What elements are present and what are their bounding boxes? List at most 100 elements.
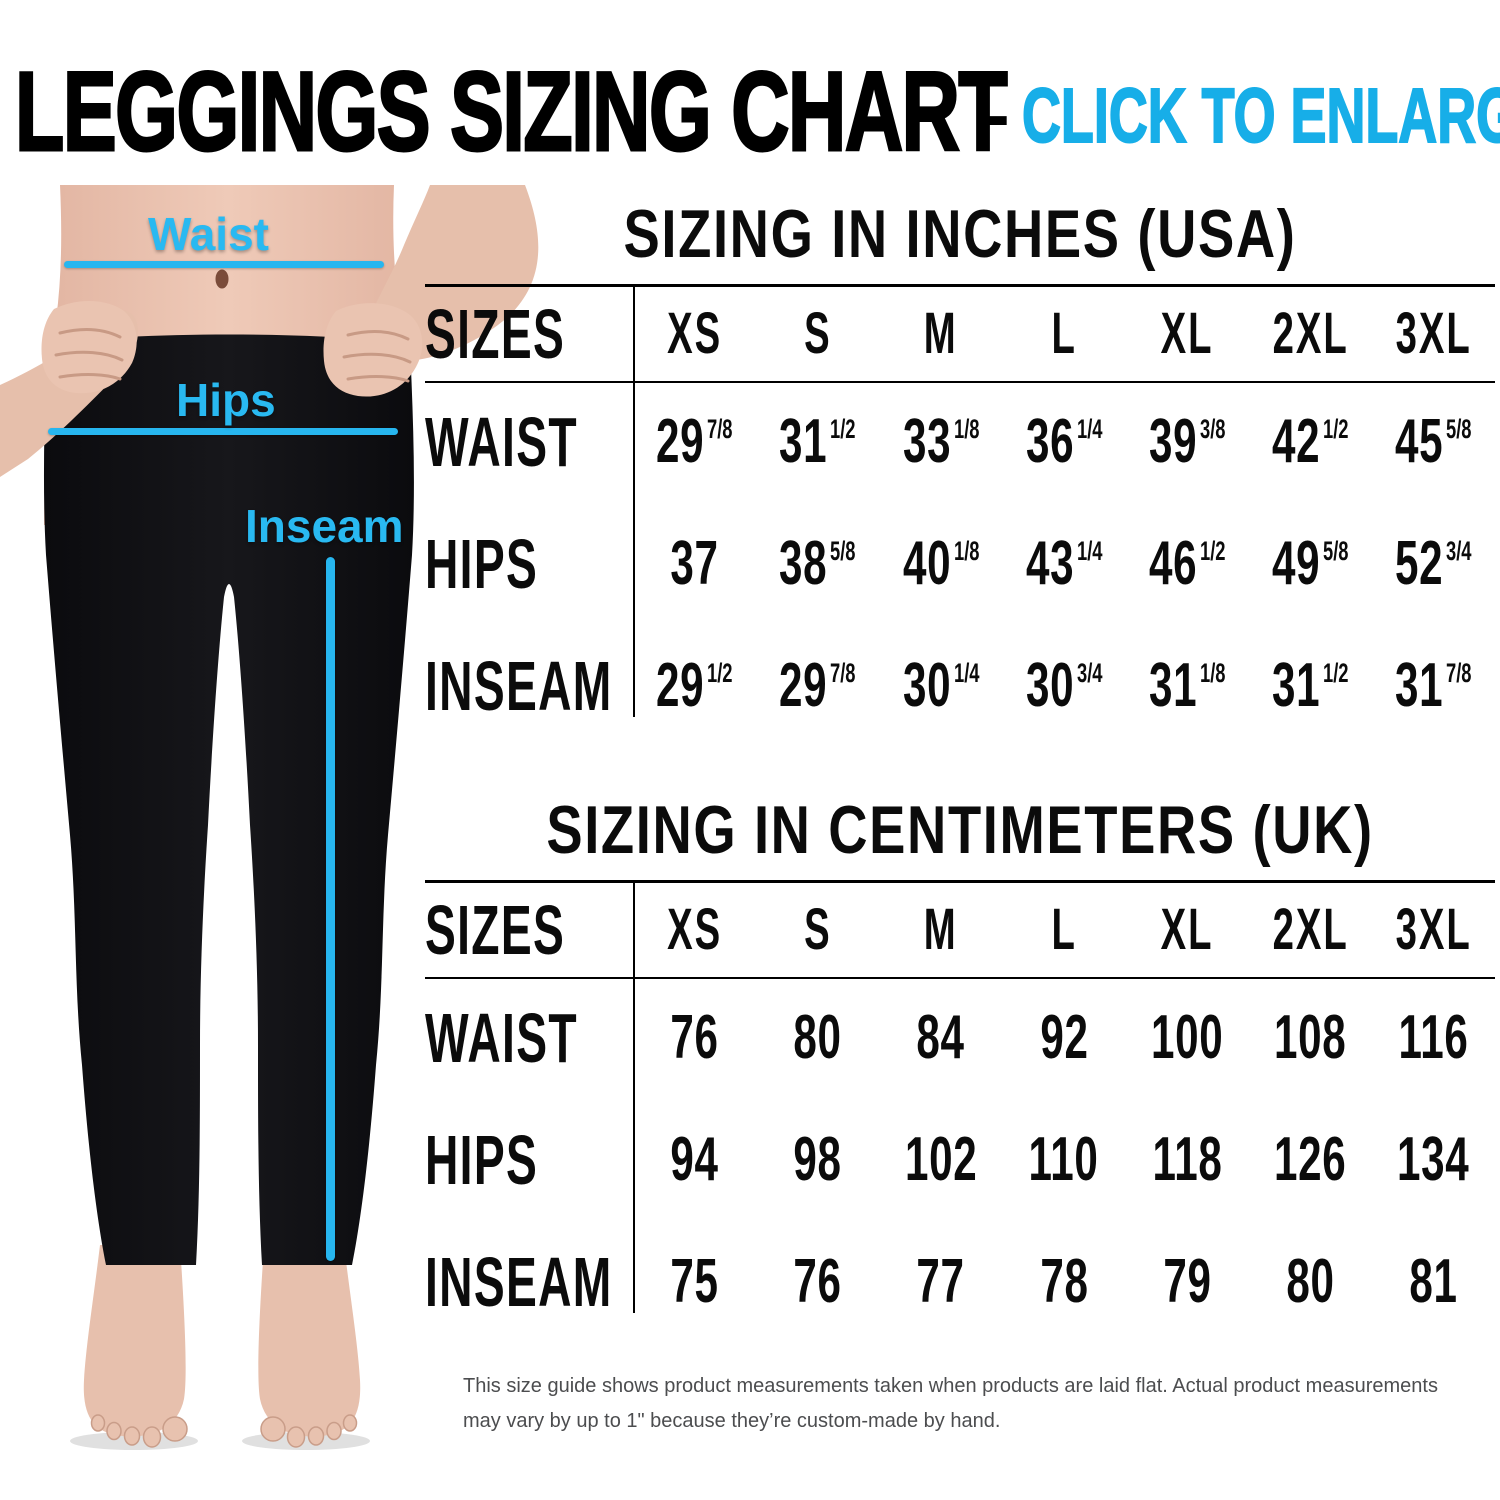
inches-top-rule [425, 283, 1495, 287]
column-header-s: S [756, 883, 879, 977]
column-header-s: S [756, 287, 879, 381]
cm-top-rule [425, 879, 1495, 883]
column-header-xs: XS [633, 287, 756, 381]
cell-text: 38 5/8 [779, 528, 856, 598]
hips-measure-line [48, 428, 398, 435]
size-value: 29 7/8 [756, 625, 879, 747]
column-header-m: M [879, 883, 1002, 977]
cm-table-divider [633, 882, 635, 1313]
cell-text: 36 1/4 [1025, 406, 1103, 476]
right-hand-fingers [342, 330, 412, 383]
cell-text: 31 7/8 [1395, 650, 1472, 720]
cell-text: 39 3/8 [1148, 406, 1226, 476]
size-value: 43 1/4 [1002, 503, 1125, 625]
cell-text: 79 [1162, 1246, 1212, 1316]
fraction: 7/8 [707, 413, 733, 444]
size-value: 77 [879, 1221, 1002, 1343]
column-header-l: L [1002, 287, 1125, 381]
fraction: 3/4 [1446, 535, 1472, 566]
column-header-xl: XL [1126, 287, 1249, 381]
cell-text: L [1051, 300, 1077, 366]
cell-text: XS [667, 300, 723, 366]
size-value: 118 [1126, 1099, 1249, 1221]
cell-text: 76 [670, 1002, 719, 1072]
cell-text: 3XL [1395, 300, 1472, 366]
column-header-3xl: 3XL [1372, 883, 1495, 977]
row-label-inseam: INSEAM [425, 1221, 633, 1343]
size-value: 98 [756, 1099, 879, 1221]
size-value: 94 [633, 1099, 756, 1221]
column-header-3xl: 3XL [1372, 287, 1495, 381]
cell-text: XL [1160, 300, 1214, 366]
cell-text: 134 [1397, 1124, 1470, 1194]
cell-text: 94 [670, 1124, 719, 1194]
cell-text: 75 [670, 1246, 719, 1316]
cell-text: 92 [1039, 1002, 1089, 1072]
cell-text: 78 [1039, 1246, 1089, 1316]
size-value: 81 [1372, 1221, 1495, 1343]
cell-text: 45 5/8 [1395, 406, 1472, 476]
cell-text: 30 3/4 [1025, 650, 1103, 720]
size-value: 75 [633, 1221, 756, 1343]
left-hand-fingers [54, 328, 124, 381]
size-value: 30 3/4 [1002, 625, 1125, 747]
size-value: 126 [1249, 1099, 1372, 1221]
cell-text: M [923, 896, 958, 962]
cell-text: M [923, 300, 958, 366]
size-value: 79 [1126, 1221, 1249, 1343]
cell-text: 126 [1274, 1124, 1347, 1194]
cell-text: 118 [1152, 1124, 1223, 1194]
size-value: 116 [1372, 977, 1495, 1099]
right-hand [323, 303, 423, 397]
cell-text: 80 [793, 1002, 842, 1072]
header: LEGGINGS SIZING CHART - CLICK TO ENLARGE [0, 0, 1500, 185]
size-value: 108 [1249, 977, 1372, 1099]
cell-text: 46 1/2 [1148, 528, 1226, 598]
cell-text: 77 [916, 1246, 965, 1316]
sizing-table-inches: SIZES XS S M L XL 2XL 3XL WAIST 29 7/8 31 1/2 33 1/8 36… [425, 286, 1495, 747]
click-to-enlarge-link[interactable]: CLICK TO ENLARGE [1021, 73, 1500, 159]
page-title: LEGGINGS SIZING CHART [14, 49, 1009, 174]
size-value: 52 3/4 [1372, 503, 1495, 625]
size-value: 31 1/2 [1249, 625, 1372, 747]
cell-text: 98 [793, 1124, 842, 1194]
cm-header-rule [425, 976, 1495, 979]
toes [90, 1414, 358, 1448]
inches-table-divider [633, 286, 635, 717]
size-value: 40 1/8 [879, 503, 1002, 625]
fraction: 1/2 [1322, 657, 1349, 688]
left-foot [83, 1245, 186, 1437]
inseam-measure-line [326, 557, 335, 1261]
inseam-label: Inseam [245, 500, 404, 552]
fraction: 7/8 [1446, 657, 1472, 688]
column-header-2xl: 2XL [1249, 883, 1372, 977]
fraction: 5/8 [1446, 413, 1472, 444]
size-value: 110 [1002, 1099, 1125, 1221]
size-value: 31 1/2 [756, 381, 879, 503]
sizing-table-cm: SIZES XS S M L XL 2XL 3XL WAIST 76 80 84 92 100 108 116… [425, 882, 1495, 1343]
size-value: 46 1/2 [1126, 503, 1249, 625]
column-header-xs: XS [633, 883, 756, 977]
waist-label: Waist [148, 208, 269, 260]
size-value: 30 1/4 [879, 625, 1002, 747]
cell-text: WAIST [425, 402, 578, 481]
cell-text: L [1051, 896, 1077, 962]
fraction: 3/4 [1076, 657, 1103, 688]
fraction: 1/4 [953, 657, 980, 688]
fraction: 1/8 [1199, 657, 1226, 688]
size-value: 29 7/8 [633, 381, 756, 503]
size-value: 76 [756, 1221, 879, 1343]
fraction: 1/2 [830, 413, 856, 444]
row-label-hips: HIPS [425, 1099, 633, 1221]
size-value: 31 7/8 [1372, 625, 1495, 747]
fraction: 1/2 [1199, 535, 1226, 566]
fraction: 3/8 [1199, 413, 1226, 444]
size-value: 76 [633, 977, 756, 1099]
fraction: 1/8 [953, 535, 980, 566]
cell-text: 116 [1398, 1002, 1469, 1072]
size-value: 100 [1126, 977, 1249, 1099]
section-centimeters: SIZING IN CENTIMETERS (UK) SIZES XS S M L XL 2… [425, 792, 1495, 1343]
section-inches: SIZING IN INCHES (USA) SIZES XS S M L XL 2XL 3X… [425, 197, 1495, 747]
size-value: 38 5/8 [756, 503, 879, 625]
